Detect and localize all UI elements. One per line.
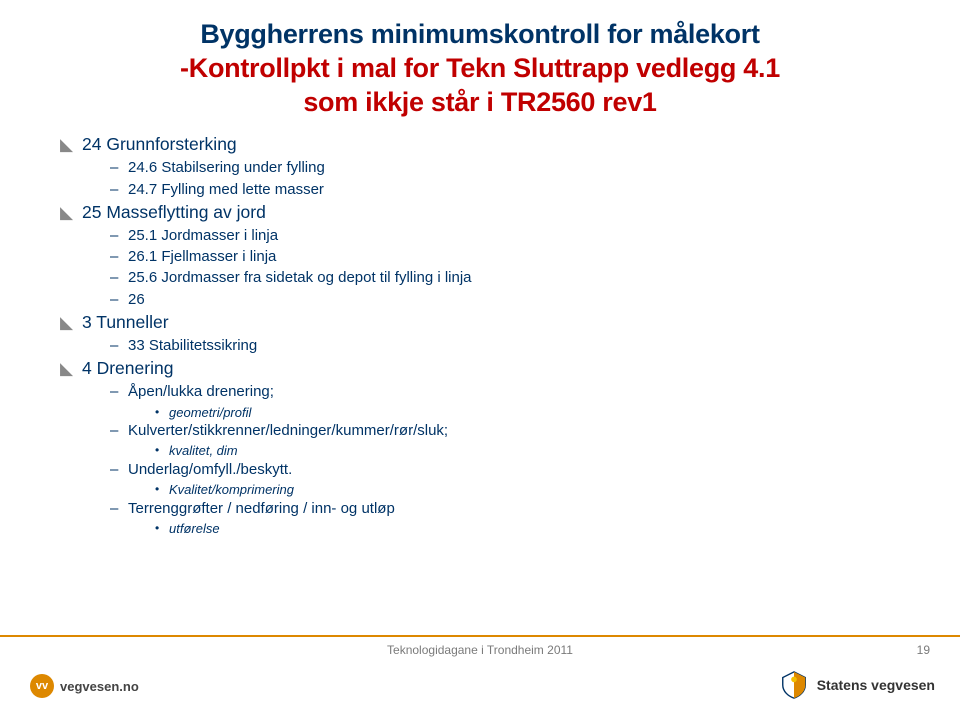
footer-text: Teknologidagane i Trondheim 2011 (0, 643, 960, 657)
list-item-label: 24 Grunnforsterking (82, 133, 237, 156)
bullet-lvl3-icon: • (155, 442, 169, 458)
list-item-label: 25 Masseflytting av jord (82, 201, 266, 224)
bullet-lvl2-icon: – (110, 268, 128, 288)
bullet-content: ◣24 Grunnforsterking–24.6 Stabilsering u… (50, 133, 910, 537)
list-item-label: 4 Drenering (82, 357, 173, 380)
list-item-label: kvalitet, dim (169, 442, 238, 460)
list-item-lvl1: ◣3 Tunneller (60, 311, 910, 334)
vegvesen-icon: vv (30, 674, 54, 698)
list-item-lvl2: –Terrenggrøfter / nedføring / inn- og ut… (60, 499, 910, 519)
bullet-lvl2-icon: – (110, 421, 128, 441)
list-item-lvl2: –26.1 Fjellmasser i linja (60, 247, 910, 267)
bullet-lvl2-icon: – (110, 460, 128, 480)
list-item-label: 26 (128, 290, 145, 310)
list-item-lvl1: ◣25 Masseflytting av jord (60, 201, 910, 224)
page-number: 19 (917, 643, 930, 657)
statens-logo-icon (779, 670, 809, 700)
list-item-lvl2: –Kulverter/stikkrenner/ledninger/kummer/… (60, 421, 910, 441)
bullet-lvl2-icon: – (110, 290, 128, 310)
footer-divider (0, 635, 960, 637)
bullet-lvl2-icon: – (110, 158, 128, 178)
list-item-lvl2: –24.7 Fylling med lette masser (60, 180, 910, 200)
list-item-lvl3: •Kvalitet/komprimering (60, 481, 910, 499)
list-item-label: 25.6 Jordmasser fra sidetak og depot til… (128, 268, 472, 288)
list-item-label: 24.6 Stabilsering under fylling (128, 158, 325, 178)
list-item-lvl1: ◣24 Grunnforsterking (60, 133, 910, 156)
bullet-lvl2-icon: – (110, 226, 128, 246)
list-item-label: Kvalitet/komprimering (169, 481, 294, 499)
slide-body: Byggherrens minimumskontroll for målekor… (0, 0, 960, 538)
list-item-lvl3: •kvalitet, dim (60, 442, 910, 460)
list-item-lvl2: –Åpen/lukka drenering; (60, 382, 910, 402)
list-item-label: geometri/profil (169, 404, 251, 422)
list-item-lvl2: –25.6 Jordmasser fra sidetak og depot ti… (60, 268, 910, 288)
list-item-lvl3: •utførelse (60, 520, 910, 538)
bullet-lvl2-icon: – (110, 247, 128, 267)
list-item-lvl1: ◣4 Drenering (60, 357, 910, 380)
list-item-lvl3: •geometri/profil (60, 404, 910, 422)
bullet-lvl2-icon: – (110, 336, 128, 356)
list-item-lvl2: –33 Stabilitetssikring (60, 336, 910, 356)
list-item-label: Åpen/lukka drenering; (128, 382, 274, 402)
list-item-lvl2: –24.6 Stabilsering under fylling (60, 158, 910, 178)
bullet-lvl2-icon: – (110, 382, 128, 402)
list-item-label: 3 Tunneller (82, 311, 169, 334)
bullet-lvl3-icon: • (155, 404, 169, 420)
list-item-label: utførelse (169, 520, 220, 538)
bullet-lvl1-icon: ◣ (60, 311, 82, 334)
list-item-label: 24.7 Fylling med lette masser (128, 180, 324, 200)
footer-left-brand: vv vegvesen.no (30, 674, 139, 698)
bullet-lvl1-icon: ◣ (60, 357, 82, 380)
bullet-lvl2-icon: – (110, 180, 128, 200)
list-item-lvl2: –25.1 Jordmasser i linja (60, 226, 910, 246)
list-item-lvl2: –26 (60, 290, 910, 310)
list-item-label: 25.1 Jordmasser i linja (128, 226, 278, 246)
slide-title: Byggherrens minimumskontroll for målekor… (50, 18, 910, 119)
bullet-lvl3-icon: • (155, 520, 169, 536)
list-item-lvl2: –Underlag/omfyll./beskytt. (60, 460, 910, 480)
list-item-label: 26.1 Fjellmasser i linja (128, 247, 276, 267)
slide-footer: Teknologidagane i Trondheim 2011 19 vv v… (0, 635, 960, 710)
footer-right-brand: Statens vegvesen (779, 670, 935, 700)
bullet-lvl1-icon: ◣ (60, 201, 82, 224)
bullet-lvl2-icon: – (110, 499, 128, 519)
statens-text: Statens vegvesen (817, 677, 935, 693)
list-item-label: Underlag/omfyll./beskytt. (128, 460, 292, 480)
list-item-label: Kulverter/stikkrenner/ledninger/kummer/r… (128, 421, 448, 441)
list-item-label: Terrenggrøfter / nedføring / inn- og utl… (128, 499, 395, 519)
vegvesen-text: vegvesen.no (60, 679, 139, 694)
list-item-label: 33 Stabilitetssikring (128, 336, 257, 356)
title-line3: som ikkje står i TR2560 rev1 (303, 87, 656, 117)
title-line2: Kontrollpkt i mal for Tekn Sluttrapp ved… (189, 53, 780, 83)
bullet-lvl3-icon: • (155, 481, 169, 497)
title-line2-prefix: - (180, 53, 189, 83)
bullet-lvl1-icon: ◣ (60, 133, 82, 156)
title-line1: Byggherrens minimumskontroll for målekor… (200, 19, 759, 49)
